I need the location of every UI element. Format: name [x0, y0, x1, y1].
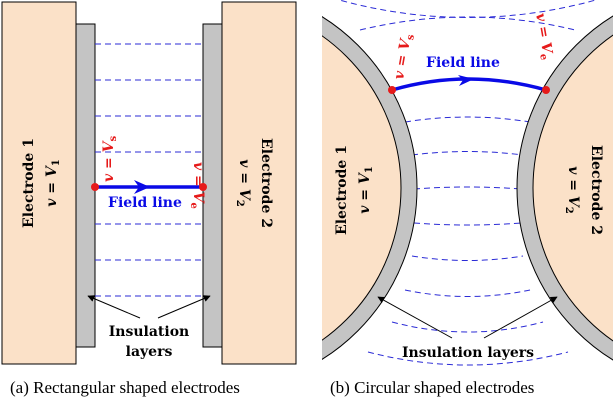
panel-b-end-voltage-label: v = Ve [530, 12, 556, 61]
panel-a-insulation-label-line1: Insulation [109, 324, 189, 340]
panel-a-start-point [91, 183, 99, 191]
panel-a-electrode-2-name: Electrode 2 [258, 138, 274, 228]
panel-b-start-point [388, 86, 396, 94]
panel-b-electrode-1-equation: v = V1 [357, 166, 375, 213]
panel-a-caption: (a) Rectangular shaped electrodes [10, 378, 240, 397]
panel-a-electrode-2-equation: v = V2 [234, 159, 252, 207]
panel-b-field-arrow [458, 75, 474, 86]
panel-a-field-line-label: Field line [108, 195, 182, 211]
panel-b-electrode-2-equation: v = V2 [563, 166, 581, 214]
panel-b-electrode-2-name: Electrode 2 [588, 145, 604, 235]
panel-b: Field line v = Vs v = Ve Electrode 1 v =… [322, 0, 613, 366]
panel-a-end-point [199, 183, 207, 191]
panel-b-insulation-arrow-left [377, 296, 453, 339]
panel-a-electrode-1-equation: v = V1 [44, 159, 62, 206]
figure-canvas: Field line v = Vs v = Ve Electrode 1 v =… [1, 0, 613, 366]
panel-a-start-voltage-label: v = Vs [101, 136, 119, 183]
panel-a-electrode-1 [1, 1, 77, 365]
panel-b-caption: (b) Circular shaped electrodes [330, 378, 535, 397]
panel-b-start-voltage-label: v = Vs [391, 32, 417, 81]
panel-a-electrode-2 [221, 1, 297, 365]
panel-a-electrode-1-name: Electrode 1 [21, 138, 37, 228]
panel-a-end-voltage-label: v = Ve [188, 162, 206, 209]
panel-b-insulation-arrow-right [483, 296, 558, 339]
panel-a-dashed-lines [95, 43, 203, 297]
panel-b-end-point [542, 86, 550, 94]
panel-a-field-arrow [134, 180, 150, 194]
panel-b-electrode-1-name: Electrode 1 [334, 145, 350, 235]
panel-b-electrode-1 [322, 35, 402, 341]
panel-a: Field line v = Vs v = Ve Electrode 1 v =… [1, 1, 297, 365]
panel-b-insulation-label: Insulation layers [402, 345, 534, 361]
panel-b-dashed-lines [337, 0, 598, 366]
panel-a-insulation-arrow-right [157, 295, 211, 319]
panel-b-field-line-label: Field line [426, 55, 500, 71]
panel-a-insulation-label-line2: layers [126, 344, 173, 360]
panel-b-electrode-2 [532, 34, 613, 342]
panel-a-insulation-arrow-left [87, 295, 141, 319]
